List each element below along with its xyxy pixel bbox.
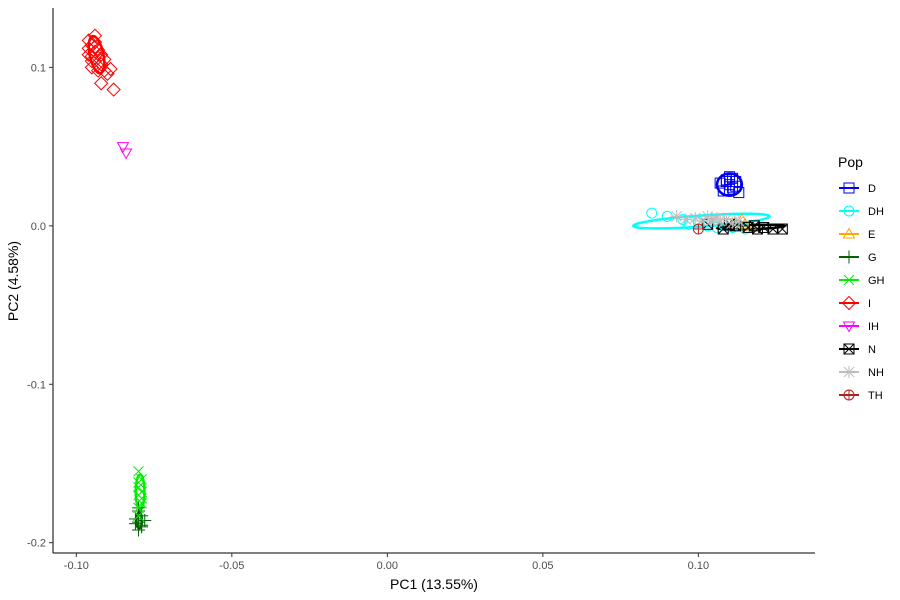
point-nh bbox=[689, 211, 702, 224]
legend-label: N bbox=[868, 344, 876, 356]
legend-label: I bbox=[868, 298, 871, 310]
point-i bbox=[90, 63, 106, 78]
x-tick-label: -0.10 bbox=[64, 560, 89, 572]
series-nh bbox=[670, 210, 745, 229]
confidence-ellipses bbox=[87, 34, 787, 530]
point-d bbox=[727, 182, 739, 194]
legend-item-th: TH bbox=[839, 389, 883, 402]
point-i bbox=[87, 28, 103, 43]
legend-item-e: E bbox=[839, 227, 875, 241]
y-tick-label: 0.1 bbox=[31, 62, 46, 74]
point-i bbox=[106, 82, 121, 97]
x-tick-label: 0.05 bbox=[532, 560, 553, 572]
point-i bbox=[84, 60, 100, 75]
x-tick-label: 0.10 bbox=[688, 560, 709, 572]
legend-label: DH bbox=[868, 206, 884, 218]
legend-label: TH bbox=[868, 390, 883, 402]
series-ih bbox=[116, 142, 133, 160]
legend-key-symbol bbox=[843, 205, 855, 217]
legend-item-gh: GH bbox=[839, 274, 885, 287]
point-d bbox=[720, 174, 732, 186]
point-i bbox=[97, 52, 112, 67]
point-gh bbox=[133, 481, 144, 493]
axes bbox=[52, 8, 815, 554]
point-n bbox=[748, 220, 760, 232]
legend-key-symbol bbox=[843, 389, 855, 401]
point-gh bbox=[133, 502, 144, 514]
point-i bbox=[94, 76, 109, 91]
legend-label: NH bbox=[868, 367, 884, 379]
legend-item-dh: DH bbox=[839, 205, 884, 218]
x-tick-label: -0.05 bbox=[219, 560, 244, 572]
legend-key-symbol bbox=[843, 366, 855, 378]
point-gh bbox=[133, 510, 144, 522]
point-d bbox=[717, 185, 729, 197]
point-i bbox=[87, 34, 103, 50]
point-n bbox=[776, 223, 788, 235]
legend-item-n: N bbox=[839, 343, 876, 356]
legend-key-symbol bbox=[842, 321, 856, 333]
point-nh bbox=[704, 215, 717, 228]
legend-label: GH bbox=[868, 275, 885, 287]
point-nh bbox=[679, 213, 692, 226]
series-th bbox=[692, 223, 704, 235]
point-d bbox=[730, 175, 742, 187]
point-i bbox=[84, 49, 100, 64]
legend-label: E bbox=[868, 229, 875, 241]
x-tick-label: 0.00 bbox=[377, 560, 398, 572]
series-d bbox=[714, 171, 745, 199]
point-g bbox=[135, 518, 149, 532]
point-ih bbox=[116, 142, 130, 154]
point-nh bbox=[670, 210, 683, 223]
x-ticks: -0.10 -0.05 0.00 0.05 0.10 bbox=[64, 553, 709, 572]
point-i bbox=[103, 61, 118, 77]
legend-key-symbol bbox=[842, 250, 856, 264]
point-i bbox=[94, 57, 109, 72]
point-dh bbox=[646, 207, 658, 219]
point-ih bbox=[119, 148, 133, 160]
y-axis-title: PC2 (4.58%) bbox=[5, 241, 21, 321]
legend-key-symbol bbox=[843, 343, 855, 355]
legend-item-i: I bbox=[839, 295, 871, 311]
data-points bbox=[81, 28, 788, 537]
series-gh bbox=[133, 466, 147, 522]
point-i bbox=[94, 47, 109, 62]
legend-key-symbol bbox=[841, 295, 857, 311]
y-ticks: -0.2 -0.1 0.0 0.1 bbox=[27, 62, 53, 550]
y-tick-label: 0.0 bbox=[31, 221, 46, 233]
point-gh bbox=[133, 477, 144, 488]
point-nh bbox=[711, 211, 724, 224]
legend-item-ih: IH bbox=[839, 321, 879, 333]
legend-title: Pop bbox=[838, 154, 863, 170]
legend-label: IH bbox=[868, 321, 879, 333]
x-axis-title: PC1 (13.55%) bbox=[390, 576, 478, 592]
legend-key-symbol bbox=[842, 227, 856, 239]
point-n bbox=[758, 221, 770, 233]
legend-item-d: D bbox=[839, 182, 876, 195]
legend-key-symbol bbox=[843, 274, 855, 286]
y-tick-label: -0.1 bbox=[27, 379, 46, 391]
point-d bbox=[714, 177, 726, 189]
point-nh bbox=[720, 213, 733, 226]
series-n bbox=[702, 218, 788, 235]
legend-key-symbol bbox=[843, 182, 855, 194]
y-tick-label: -0.2 bbox=[27, 538, 46, 550]
legend: Pop D DH EG GH I IH N NH TH bbox=[838, 154, 885, 402]
legend-item-g: G bbox=[839, 250, 877, 264]
legend-label: G bbox=[868, 252, 877, 264]
point-gh bbox=[136, 492, 147, 504]
point-gh bbox=[133, 466, 144, 477]
series-i bbox=[81, 28, 121, 97]
legend-item-nh: NH bbox=[839, 366, 884, 379]
point-gh bbox=[136, 497, 147, 509]
legend-label: D bbox=[868, 183, 876, 195]
point-n bbox=[767, 223, 779, 235]
point-nh bbox=[732, 215, 745, 228]
point-i bbox=[81, 47, 96, 62]
point-th bbox=[692, 223, 704, 235]
